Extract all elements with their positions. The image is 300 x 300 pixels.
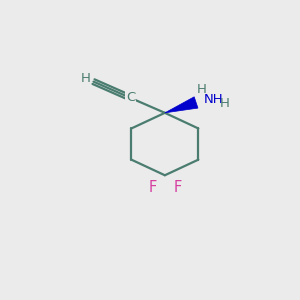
Polygon shape (165, 97, 198, 113)
Text: H: H (80, 72, 90, 85)
Text: F: F (148, 180, 157, 195)
Text: C: C (126, 92, 135, 104)
Text: H: H (220, 98, 230, 110)
Text: NH: NH (203, 93, 223, 106)
Text: H: H (197, 83, 207, 96)
Text: F: F (173, 180, 182, 195)
